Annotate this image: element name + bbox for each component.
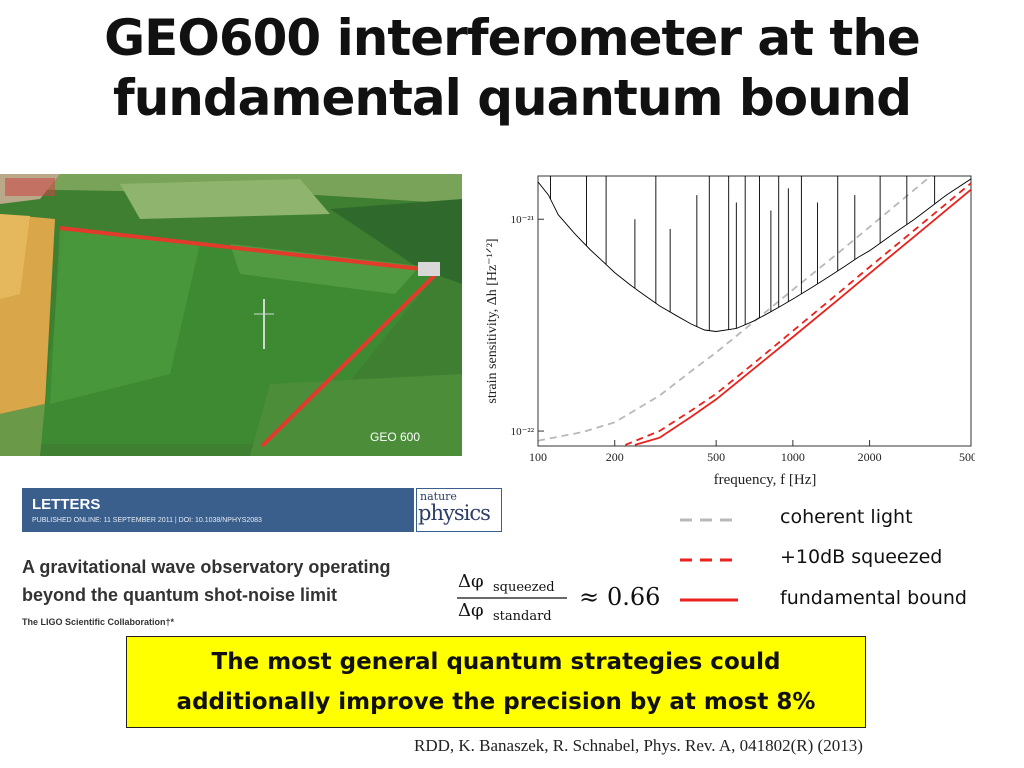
geo600-aerial-photo [0,174,462,456]
journal-logo-nature: nature [420,490,457,503]
letters-banner [22,488,414,532]
legend-swatches [680,518,738,602]
journal-logo-physics: physics [418,501,491,525]
plot-area [537,175,972,447]
aerial-photo-drawing [0,174,462,456]
formula-denominator-symbol: Δφ [458,600,484,621]
letters-published-line: PUBLISHED ONLINE: 11 SEPTEMBER 2011 | DO… [32,517,262,524]
formula-value: 0.66 [607,583,660,611]
formula-approx-sign: ≈ [579,583,599,611]
slide-title: GEO600 interferometer at the fundamental… [0,8,1024,128]
series-line-fundamental-bound [634,188,971,446]
x-tick-label: 5000 [959,450,975,464]
citation: RDD, K. Banaszek, R. Schnabel, Phys. Rev… [414,736,863,755]
callout-line1: The most general quantum strategies coul… [211,649,781,675]
slide-title-line1: GEO600 interferometer at the [104,9,921,67]
paper-authors: The LIGO Scientific Collaboration†* [22,617,175,627]
formula-denominator-sub: standard [493,609,552,624]
paper-title-line1: A gravitational wave observatory operati… [22,557,391,577]
photo-label: GEO 600 [370,430,421,444]
x-tick-label: 1000 [781,450,805,464]
x-tick-label: 2000 [858,450,882,464]
paper-title-line2: beyond the quantum shot-noise limit [22,585,337,605]
formula-numerator-sub: squeezed [493,580,555,595]
y-tick-label: 10⁻²¹ [511,214,534,226]
squeezing-ratio-formula: Δφ squeezed Δφ standard ≈ 0.66 [457,571,660,624]
legend-label-coherent-light: coherent light [780,506,913,528]
slide-title-line2: fundamental quantum bound [112,69,912,127]
callout-line2: additionally improve the precision by at… [176,689,816,715]
paper-title: A gravitational wave observatory operati… [22,553,452,609]
formula-numerator-symbol: Δφ [458,571,484,592]
y-tick-label: 10⁻²² [511,426,535,438]
legend-label-fundamental-bound: fundamental bound [780,587,967,609]
x-tick-label: 200 [606,450,624,464]
x-axis-label: frequency, f [Hz] [714,472,817,488]
journal-logo-box [416,488,502,532]
strain-sensitivity-chart: 100 200 500 1000 2000 5000 10⁻²² 10⁻²¹ frequenc… [485,175,975,488]
x-tick-label: 100 [529,450,547,464]
letters-section-title: LETTERS [32,496,101,513]
conclusion-callout: The most general quantum strategies coul… [126,636,866,728]
legend-label-squeezed: +10dB squeezed [780,546,943,568]
x-tick-label: 500 [707,450,725,464]
series-line-coherent-light [538,176,933,442]
y-axis-label: strain sensitivity, Δh [Hz⁻¹ᐟ²] [485,238,500,403]
series-line-measured [538,178,971,332]
